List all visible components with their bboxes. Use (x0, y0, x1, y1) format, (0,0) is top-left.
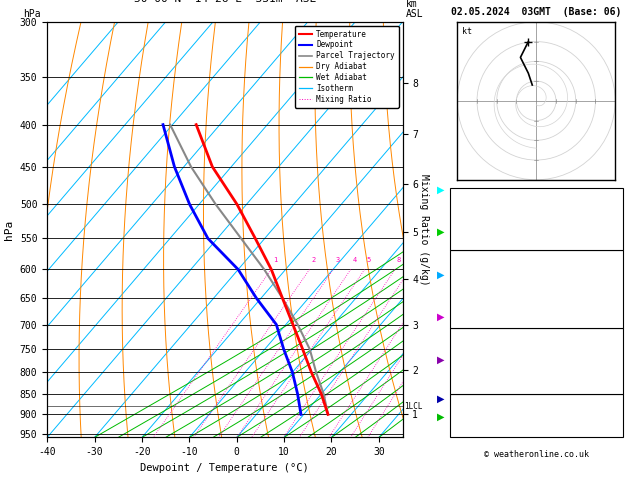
Text: 15.1: 15.1 (598, 268, 620, 277)
Y-axis label: hPa: hPa (4, 220, 14, 240)
Text: 9.4: 9.4 (603, 278, 620, 287)
Text: 84: 84 (609, 403, 620, 412)
Text: Lifted Index: Lifted Index (453, 364, 518, 372)
Text: © weatheronline.co.uk: © weatheronline.co.uk (484, 450, 589, 459)
Text: 46: 46 (609, 215, 620, 224)
Legend: Temperature, Dewpoint, Parcel Trajectory, Dry Adiabat, Wet Adiabat, Isotherm, Mi: Temperature, Dewpoint, Parcel Trajectory… (295, 26, 399, 108)
Text: CIN (J): CIN (J) (453, 318, 491, 327)
Text: 2: 2 (311, 258, 316, 263)
Text: 750: 750 (603, 343, 620, 352)
Text: θₑ (K): θₑ (K) (453, 353, 485, 362)
Title: 50°00'N  14°26'E  331m  ASL: 50°00'N 14°26'E 331m ASL (134, 0, 316, 4)
Text: 4: 4 (614, 298, 620, 307)
Text: StmDir: StmDir (453, 420, 485, 429)
Text: 3: 3 (335, 258, 340, 263)
Text: CAPE (J): CAPE (J) (453, 374, 496, 383)
Text: ▶: ▶ (437, 226, 444, 236)
Text: 2: 2 (614, 236, 620, 244)
Text: km
ASL: km ASL (406, 0, 423, 19)
Text: 187°: 187° (598, 420, 620, 429)
Text: Surface: Surface (518, 254, 555, 263)
Text: CAPE (J): CAPE (J) (453, 308, 496, 317)
Text: Most Unstable: Most Unstable (501, 330, 571, 339)
Text: StmSpd (kt): StmSpd (kt) (453, 429, 512, 438)
Text: 23: 23 (609, 194, 620, 203)
Text: 8: 8 (397, 258, 401, 263)
Text: SREH: SREH (453, 412, 474, 420)
Text: 3: 3 (614, 364, 620, 372)
Text: hPa: hPa (23, 9, 41, 19)
Text: 0: 0 (614, 308, 620, 317)
Text: 0: 0 (614, 384, 620, 393)
Text: ▶: ▶ (437, 185, 444, 195)
Text: Lifted Index: Lifted Index (453, 298, 518, 307)
Y-axis label: Mixing Ratio (g/kg): Mixing Ratio (g/kg) (420, 174, 429, 285)
Text: θₑ(K): θₑ(K) (453, 288, 480, 297)
Text: ▶: ▶ (437, 312, 444, 321)
Text: Temp (°C): Temp (°C) (453, 268, 501, 277)
Text: PW (cm): PW (cm) (453, 236, 491, 244)
X-axis label: Dewpoint / Temperature (°C): Dewpoint / Temperature (°C) (140, 463, 309, 473)
Text: Totals Totals: Totals Totals (453, 215, 523, 224)
Text: ▶: ▶ (437, 270, 444, 280)
Text: Pressure (mb): Pressure (mb) (453, 343, 523, 352)
Text: ▶: ▶ (437, 412, 444, 422)
Text: EH: EH (453, 403, 464, 412)
Text: 0: 0 (614, 318, 620, 327)
Text: 5: 5 (367, 258, 370, 263)
Text: 0: 0 (614, 374, 620, 383)
Text: K: K (453, 194, 459, 203)
Text: ▶: ▶ (437, 394, 444, 404)
Text: CIN (J): CIN (J) (453, 384, 491, 393)
Text: 1: 1 (273, 258, 277, 263)
Text: 315: 315 (603, 353, 620, 362)
Text: ▶: ▶ (437, 355, 444, 365)
Text: 84: 84 (609, 412, 620, 420)
Text: Dewp (°C): Dewp (°C) (453, 278, 501, 287)
Text: 15: 15 (609, 429, 620, 438)
Text: kt: kt (462, 27, 472, 35)
Text: Hodograph: Hodograph (512, 394, 560, 403)
Text: 4: 4 (353, 258, 357, 263)
Text: 02.05.2024  03GMT  (Base: 06): 02.05.2024 03GMT (Base: 06) (451, 7, 621, 17)
Text: 313: 313 (603, 288, 620, 297)
Text: 1LCL: 1LCL (404, 402, 423, 411)
